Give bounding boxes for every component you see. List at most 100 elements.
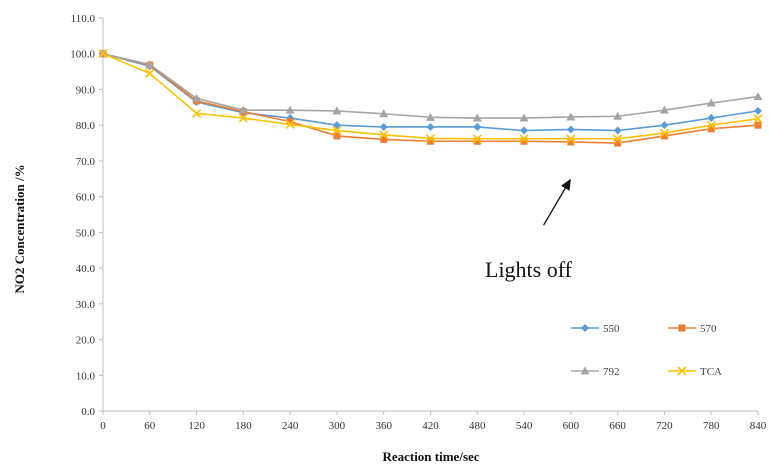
series-line-792	[102, 52, 759, 119]
annotation-lights-off: Lights off	[485, 178, 573, 282]
series-layer	[98, 49, 763, 147]
x-tick-label: 540	[516, 420, 533, 432]
x-tick-label: 660	[609, 420, 626, 432]
data-point-570	[754, 121, 762, 129]
data-point-tca	[238, 113, 248, 123]
series-792	[98, 49, 763, 122]
data-point-550	[426, 122, 435, 131]
data-point-792	[426, 112, 435, 121]
data-point-550	[754, 106, 762, 115]
y-tick-label: 10.0	[76, 370, 96, 382]
data-point-550	[332, 121, 341, 130]
y-tick-label: 30.0	[76, 299, 96, 311]
legend-swatch-marker	[678, 324, 686, 332]
x-tick-label: 780	[703, 420, 720, 432]
data-point-792	[238, 105, 248, 114]
data-point-792	[753, 92, 763, 101]
data-point-550	[660, 121, 669, 130]
data-point-tca	[659, 128, 669, 138]
y-tick-label: 0.0	[81, 406, 95, 418]
data-point-tca	[145, 68, 155, 78]
data-point-570	[286, 118, 294, 126]
x-tick-label: 840	[750, 420, 767, 432]
data-point-570	[473, 137, 481, 145]
legend-label: 570	[700, 323, 717, 335]
data-point-792	[379, 109, 389, 118]
y-tick-label: 90.0	[76, 84, 96, 96]
annotation-arrowhead	[560, 178, 571, 191]
data-point-792	[285, 105, 295, 114]
y-tick-label: 50.0	[76, 227, 96, 239]
data-point-570	[614, 139, 622, 147]
y-axis-ticks: 0.0 10.0 20.0 30.0 40.0 50.0 60.0 70.0 80.0 90.0 1…	[70, 13, 103, 418]
data-point-tca	[332, 125, 342, 136]
legend-label: 792	[603, 366, 620, 378]
x-tick-label: 480	[469, 420, 486, 432]
x-tick-label: 240	[282, 420, 299, 432]
data-point-792	[613, 111, 623, 120]
data-point-792	[706, 98, 716, 107]
data-point-tca	[519, 134, 529, 144]
x-tick-label: 600	[563, 420, 580, 432]
data-point-792	[192, 93, 202, 102]
x-tick-label: 120	[188, 420, 205, 432]
y-axis-title: NO2 Concentration /%	[12, 164, 27, 293]
y-tick-label: 60.0	[76, 192, 96, 204]
x-tick-label: 720	[656, 420, 673, 432]
data-point-550	[707, 114, 716, 123]
legend-swatch-marker	[677, 366, 687, 376]
data-point-tca	[425, 133, 436, 143]
legend-swatch-marker	[580, 366, 590, 375]
y-tick-label: 80.0	[76, 120, 96, 132]
data-point-570	[380, 135, 388, 143]
data-point-792	[519, 113, 529, 122]
series-tca	[98, 49, 763, 144]
x-tick-label: 420	[422, 420, 439, 432]
x-tick-label: 300	[329, 420, 346, 432]
data-point-tca	[98, 49, 108, 59]
y-tick-label: 110.0	[71, 13, 96, 25]
x-tick-label: 60	[144, 420, 156, 432]
data-point-570	[520, 137, 528, 145]
legend-item-570: 570	[668, 323, 717, 335]
y-tick-label: 100.0	[70, 49, 95, 61]
data-point-550	[613, 126, 622, 135]
data-point-792	[145, 59, 155, 68]
x-tick-label: 180	[235, 420, 252, 432]
data-point-570	[707, 125, 715, 133]
data-point-tca	[472, 134, 482, 144]
data-point-570	[427, 137, 434, 145]
data-point-550	[473, 122, 482, 131]
data-point-570	[333, 132, 341, 140]
series-550	[99, 49, 762, 135]
data-point-792	[472, 113, 482, 122]
x-axis-ticks: 0 60 120 180 240 300 360 420 480 540 600 660 720 780 8…	[100, 411, 767, 432]
y-tick-label: 20.0	[76, 335, 96, 347]
data-point-792	[332, 106, 342, 115]
annotation-arrow	[543, 187, 566, 226]
data-point-tca	[613, 134, 623, 144]
y-tick-label: 40.0	[76, 263, 96, 275]
data-point-tca	[379, 130, 389, 140]
x-tick-label: 360	[375, 420, 392, 432]
legend-label: 550	[603, 323, 620, 335]
data-point-tca	[753, 114, 763, 124]
data-point-tca	[192, 108, 202, 118]
annotation-text: Lights off	[485, 257, 573, 282]
data-point-tca	[285, 119, 295, 130]
data-point-570	[660, 132, 668, 140]
data-point-tca	[706, 120, 716, 130]
data-point-792	[566, 112, 576, 121]
x-axis-title: Reaction time/sec	[382, 449, 479, 464]
data-point-550	[520, 126, 529, 135]
data-point-550	[566, 125, 575, 134]
legend-swatch-marker	[581, 324, 589, 332]
y-tick-label: 70.0	[76, 156, 96, 168]
legend: 550 570 792 TCA	[571, 323, 722, 378]
data-point-tca	[566, 134, 576, 144]
data-point-792	[659, 105, 669, 114]
x-tick-label: 0	[100, 420, 106, 432]
legend-item-792: 792	[571, 366, 620, 378]
data-point-550	[379, 122, 388, 131]
